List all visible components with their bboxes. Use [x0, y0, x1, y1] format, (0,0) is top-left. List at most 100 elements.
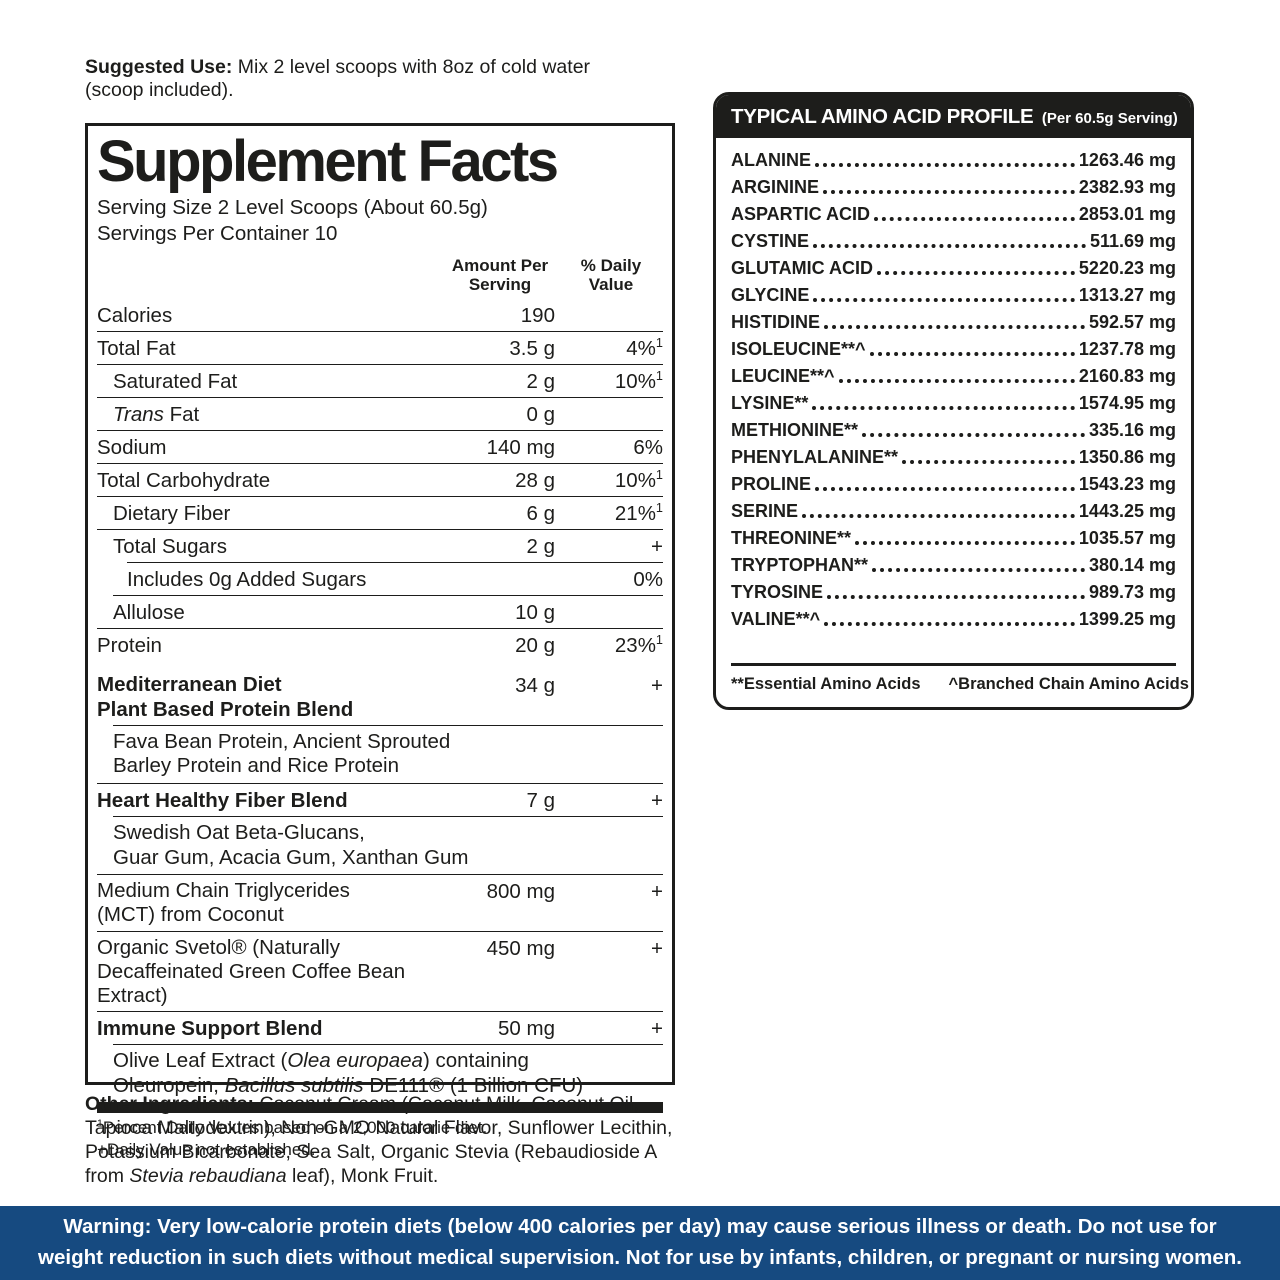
nutrient-amount: 10 g	[515, 601, 555, 625]
dot-leader	[813, 298, 1075, 302]
amino-row-threonine: THREONINE** 1035.57 mg	[731, 528, 1176, 548]
nutrient-row-added-sugars: Includes 0g Added Sugars 0%	[127, 562, 663, 595]
blend-row-fiber: Heart Healthy Fiber Blend 7 g +	[97, 783, 663, 816]
nutrient-dv: 0%	[633, 568, 663, 592]
dot-leader	[827, 595, 1085, 599]
nutrient-row-svetol: Organic Svetol® (Naturally Decaffeinated …	[97, 930, 663, 1012]
blend-dv: +	[651, 1017, 663, 1041]
dot-leader	[824, 622, 1075, 626]
nutrient-amount: 2 g	[526, 535, 556, 559]
dot-leader	[815, 487, 1075, 491]
blend-row-immune: Immune Support Blend 50 mg +	[97, 1011, 663, 1044]
amino-footnote-branched: ^Branched Chain Amino Acids	[948, 675, 1189, 693]
amino-row-tryptophan: TRYPTOPHAN** 380.14 mg	[731, 555, 1176, 575]
nutrient-row-trans-fat: Trans Fat 0 g	[97, 397, 663, 430]
nutrient-row-saturated-fat: Saturated Fat 2 g 10%1	[97, 364, 663, 397]
warning-label: Warning:	[63, 1215, 152, 1239]
blend-amount: 50 mg	[498, 1017, 555, 1041]
dot-leader	[812, 406, 1075, 410]
amino-panel-header: TYPICAL AMINO ACID PROFILE (Per 60.5g Se…	[716, 95, 1191, 138]
nutrient-amount: 28 g	[515, 469, 555, 493]
serving-size: Serving Size 2 Level Scoops (About 60.5g…	[97, 195, 488, 219]
divider-thick	[97, 1102, 663, 1114]
dot-leader	[876, 271, 1075, 275]
nutrient-row-total-sugars: Total Sugars 2 g +	[97, 529, 663, 562]
amino-row-glycine: GLYCINE 1313.27 mg	[731, 285, 1176, 305]
nutrient-amount: 450 mg	[486, 936, 555, 960]
supplement-facts-title: Supplement Facts	[97, 128, 559, 194]
nutrient-name: Sodium	[97, 436, 167, 460]
nutrient-dv: 10%1	[614, 368, 663, 394]
nutrient-amount: 800 mg	[486, 880, 555, 904]
nutrient-dv: +	[651, 535, 663, 559]
blend-amount: 7 g	[526, 789, 556, 812]
amino-panel-body: ALANINE 1263.46 mg ARGININE 2382.93 mg ASP…	[716, 138, 1191, 707]
dot-leader	[838, 379, 1075, 383]
nutrient-name: Saturated Fat	[113, 370, 238, 394]
amino-row-methionine: METHIONINE** 335.16 mg	[731, 420, 1176, 440]
amino-acid-panel: TYPICAL AMINO ACID PROFILE (Per 60.5g Se…	[713, 92, 1194, 710]
dot-leader	[855, 541, 1075, 545]
amino-panel-title: TYPICAL AMINO ACID PROFILE	[731, 105, 1034, 128]
amino-row-isoleucine: ISOLEUCINE**^ 1237.78 mg	[731, 339, 1176, 359]
warning-text: Warning: Very low-calorie protein diets …	[38, 1215, 1242, 1269]
nutrient-row-protein: Protein 20 g 23%1	[97, 628, 663, 661]
amino-row-proline: PROLINE 1543.23 mg	[731, 474, 1176, 494]
nutrient-dv: 23%1	[614, 632, 663, 658]
nutrient-row-sodium: Sodium 140 mg 6%	[97, 430, 663, 463]
nutrient-name: Total Sugars	[113, 535, 227, 559]
blend-name: Immune Support Blend	[97, 1017, 323, 1041]
dot-leader	[802, 514, 1075, 518]
footnote-line-1: 1Percent Daily Values based on a 2,000 c…	[97, 1117, 488, 1138]
amino-footnote: **Essential Amino Acids ^Branched Chain …	[731, 663, 1189, 694]
amino-row-alanine: ALANINE 1263.46 mg	[731, 150, 1176, 170]
nutrient-row-total-fat: Total Fat 3.5 g 4%1	[97, 331, 663, 364]
nutrient-name: Medium Chain Triglycerides (MCT) from Coc…	[97, 879, 350, 927]
nutrient-name: Protein	[97, 634, 162, 658]
suggested-use-text: Mix 2 level scoops with 8oz of cold wate…	[85, 55, 591, 102]
nutrient-dv: 10%1	[614, 467, 663, 493]
label-left-column: Suggested Use: Mix 2 level scoops with 8…	[85, 36, 677, 1251]
amino-panel-subtitle: (Per 60.5g Serving)	[1041, 110, 1178, 127]
dot-leader	[823, 190, 1075, 194]
nutrient-name: Calories	[97, 304, 173, 328]
amino-row-histidine: HISTIDINE 592.57 mg	[731, 312, 1176, 332]
blend-dv: +	[651, 789, 663, 812]
nutrient-row-mct: Medium Chain Triglycerides (MCT) from Coc…	[97, 874, 663, 930]
amino-row-cystine: CYSTINE 511.69 mg	[731, 231, 1176, 251]
amino-row-arginine: ARGININE 2382.93 mg	[731, 177, 1176, 197]
amino-row-serine: SERINE 1443.25 mg	[731, 501, 1176, 521]
dot-leader	[869, 352, 1075, 356]
nutrient-amount: 6 g	[526, 502, 556, 526]
nutrient-dv: 21%1	[614, 500, 663, 526]
nutrient-amount: 0 g	[526, 403, 556, 427]
amino-row-glutamic-acid: GLUTAMIC ACID 5220.23 mg	[731, 258, 1176, 278]
table-header: Amount Per Serving % Daily Value	[97, 252, 663, 299]
dot-leader	[902, 460, 1075, 464]
nutrient-amount: 2 g	[526, 370, 556, 394]
dot-leader	[862, 433, 1085, 437]
nutrient-dv: 4%1	[626, 335, 663, 361]
blend-dv: +	[651, 674, 663, 698]
nutrient-dv: +	[651, 880, 663, 904]
amino-row-valine: VALINE**^ 1399.25 mg	[731, 609, 1176, 629]
nutrient-name: Total Fat	[97, 337, 176, 361]
amino-row-phenylalanine: PHENYLALANINE** 1350.86 mg	[731, 447, 1176, 467]
column-header-amount: Amount Per Serving	[451, 256, 549, 295]
dot-leader	[813, 244, 1086, 248]
amino-row-tyrosine: TYROSINE 989.73 mg	[731, 582, 1176, 602]
blend-amount: 34 g	[515, 674, 555, 698]
nutrient-row-total-carbohydrate: Total Carbohydrate 28 g 10%1	[97, 463, 663, 496]
nutrient-row-calories: Calories 190	[97, 299, 663, 331]
amino-row-lysine: LYSINE** 1574.95 mg	[731, 393, 1176, 413]
blend-name: Mediterranean Diet Plant Based Protein Bl…	[97, 673, 354, 721]
nutrient-name: Organic Svetol® (Naturally Decaffeinated …	[97, 935, 406, 1007]
nutrient-name: Includes 0g Added Sugars	[127, 568, 367, 592]
nutrient-name: Allulose	[113, 601, 185, 625]
suggested-use: Suggested Use: Mix 2 level scoops with 8…	[85, 56, 651, 104]
column-header-daily-value: % Daily Value	[580, 256, 642, 295]
other-ingredients-label: Other Ingredients:	[85, 1092, 255, 1115]
blend-row-mediterranean: Mediterranean Diet Plant Based Protein Bl…	[97, 667, 663, 724]
nutrient-dv: 6%	[633, 436, 663, 460]
blend-ingredients-mediterranean: Fava Bean Protein, Ancient Sprouted Barle…	[113, 724, 663, 783]
